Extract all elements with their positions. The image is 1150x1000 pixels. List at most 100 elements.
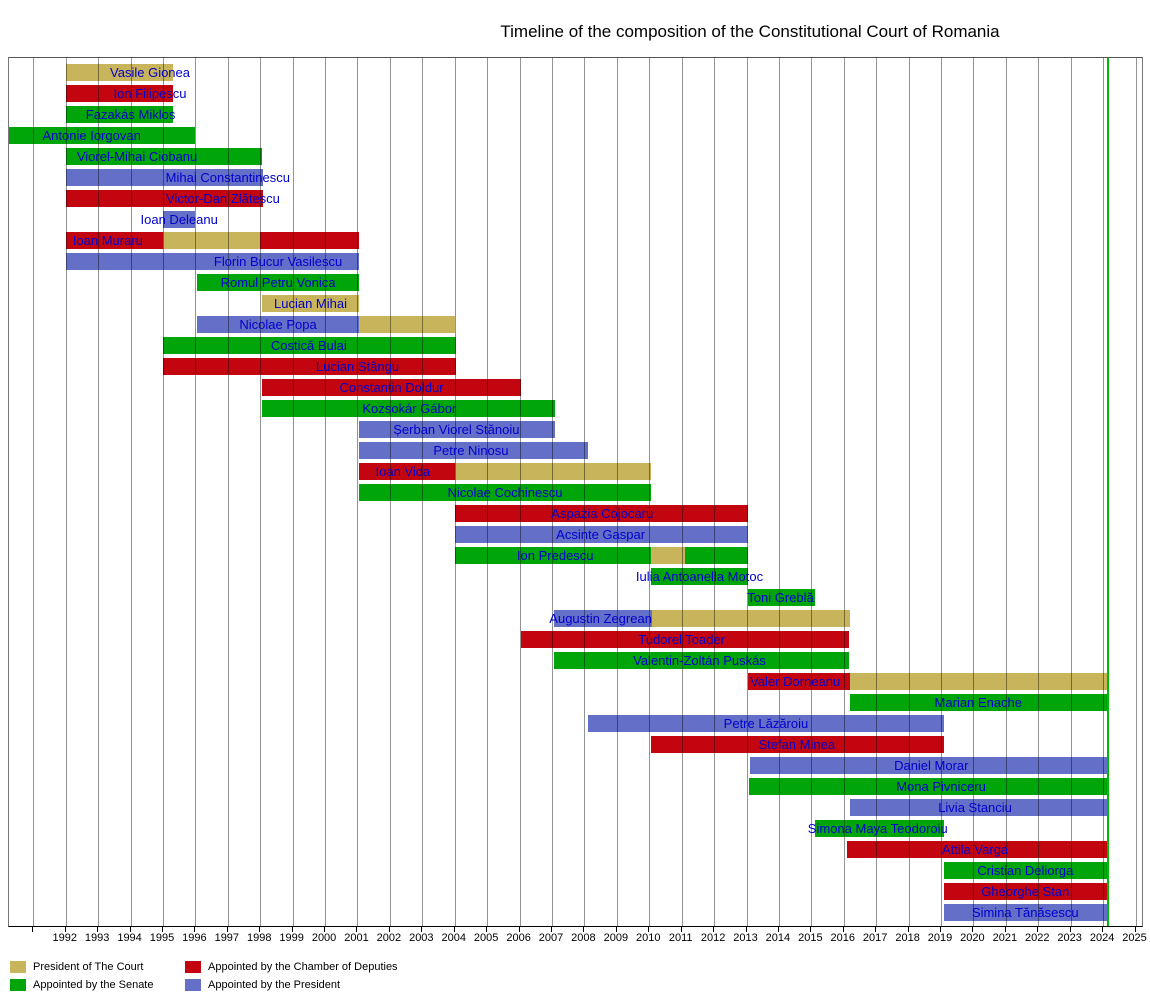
axis-tick bbox=[745, 926, 747, 932]
gridline bbox=[551, 58, 553, 926]
tenure-bar-segment bbox=[454, 547, 651, 564]
tenure-bar-segment bbox=[850, 673, 1107, 690]
tenure-bar-segment bbox=[553, 652, 849, 669]
axis-year-label: 2001 bbox=[344, 932, 369, 944]
judge-name-label: Valentin-Zoltán Puskás bbox=[633, 653, 766, 668]
judge-name-label: Augustin Zegrean bbox=[549, 611, 652, 626]
gridline bbox=[973, 58, 975, 926]
judge-name-label: Ion Predescu bbox=[516, 548, 594, 563]
axis-year-label: 2022 bbox=[1025, 932, 1050, 944]
axis-tick bbox=[972, 926, 974, 932]
judge-name-label: Lucian Mihai bbox=[273, 296, 347, 311]
judge-name-label: Mihai Constantinescu bbox=[165, 170, 290, 185]
today-line bbox=[1106, 58, 1109, 926]
axis-year-label: 2013 bbox=[733, 932, 758, 944]
tenure-bar-segment bbox=[587, 715, 945, 732]
judge-name-label: Vasile Gionea bbox=[110, 65, 191, 80]
judge-name-label: Florin Bucur Vasilescu bbox=[213, 254, 343, 269]
gridline bbox=[422, 58, 424, 926]
axis-year-label: 1999 bbox=[279, 932, 304, 944]
gridline bbox=[811, 58, 813, 926]
legend-swatch bbox=[10, 979, 26, 991]
tenure-bar-segment bbox=[944, 904, 1107, 921]
axis-tick bbox=[842, 926, 844, 932]
axis-year-label: 2023 bbox=[1057, 932, 1082, 944]
axis-tick bbox=[1004, 926, 1006, 932]
axis-tick bbox=[1037, 926, 1039, 932]
axis-tick bbox=[421, 926, 423, 932]
legend-swatch bbox=[10, 961, 26, 973]
judge-name-label: Viorel-Mihai Ciobanu bbox=[76, 149, 198, 164]
gridline bbox=[649, 58, 651, 926]
gridline bbox=[260, 58, 262, 926]
axis-tick bbox=[1069, 926, 1071, 932]
judge-name-label: Ion Filipescu bbox=[113, 86, 187, 101]
axis-tick bbox=[194, 926, 196, 932]
judge-name-label: Ioan Deleanu bbox=[140, 212, 218, 227]
axis-year-label: 2012 bbox=[700, 932, 726, 944]
tenure-bar-segment bbox=[454, 505, 749, 522]
gridline bbox=[454, 58, 456, 926]
tenure-bar-segment bbox=[359, 442, 588, 459]
gridline bbox=[130, 58, 132, 926]
axis-tick bbox=[810, 926, 812, 932]
gridline bbox=[357, 58, 359, 926]
tenure-bar-segment bbox=[65, 253, 360, 270]
judge-name-label: Iulia Antoanella Motoc bbox=[635, 569, 764, 584]
tenure-bar-segment bbox=[162, 211, 196, 228]
tenure-bar-segment bbox=[359, 484, 651, 501]
gridline bbox=[33, 58, 35, 926]
judge-name-label: Petre Lăzăroiu bbox=[723, 716, 809, 731]
judge-name-label: Acsinte Gaspar bbox=[556, 527, 646, 542]
judge-name-label: Livia Stanciu bbox=[938, 800, 1012, 815]
axis-year-label: 2016 bbox=[830, 932, 855, 944]
gridline bbox=[1038, 58, 1040, 926]
tenure-bar-segment bbox=[162, 358, 457, 375]
legend-item: President of The Court bbox=[10, 958, 185, 976]
gridline bbox=[584, 58, 586, 926]
legend-label: Appointed by the President bbox=[208, 979, 341, 991]
tenure-bar-segment bbox=[850, 799, 1107, 816]
judge-name-label: Ioan Vida bbox=[375, 464, 431, 479]
axis-tick bbox=[777, 926, 779, 932]
tenure-bar-segment bbox=[65, 169, 264, 186]
axis-year-label: 2005 bbox=[473, 932, 499, 944]
legend: President of The Court Appointed by the C… bbox=[10, 958, 398, 994]
gridline bbox=[292, 58, 294, 926]
gridline bbox=[162, 58, 164, 926]
tenure-bar-segment bbox=[359, 463, 455, 480]
legend-item: Appointed by the President bbox=[185, 976, 398, 994]
tenure-bar-segment bbox=[162, 232, 260, 249]
axis-tick bbox=[680, 926, 682, 932]
tenure-bar-segment bbox=[197, 316, 360, 333]
axis-tick bbox=[615, 926, 617, 932]
judge-name-label: Toni Greblă bbox=[747, 590, 814, 605]
chart-title: Timeline of the composition of the Const… bbox=[500, 22, 1000, 41]
axis-tick bbox=[583, 926, 585, 932]
tenure-bar-segment bbox=[9, 127, 196, 144]
gridline bbox=[876, 58, 878, 926]
tenure-bar-segment bbox=[197, 274, 360, 291]
axis-year-label: 2019 bbox=[927, 932, 953, 944]
tenure-bar-segment bbox=[454, 526, 749, 543]
judge-name-label: Șerban Viorel Stănoiu bbox=[393, 422, 520, 437]
gridline bbox=[65, 58, 67, 926]
tenure-bar-segment bbox=[261, 379, 522, 396]
axis-year-label: 2025 bbox=[1122, 932, 1147, 944]
axis-year-label: 2009 bbox=[603, 932, 629, 944]
axis-tick bbox=[550, 926, 552, 932]
tenure-bar-segment bbox=[65, 148, 262, 165]
judge-name-label: Mona Pivniceru bbox=[896, 779, 986, 794]
gridline bbox=[195, 58, 197, 926]
legend-item: Appointed by the Senate bbox=[10, 976, 185, 994]
axis-year-label: 2003 bbox=[409, 932, 434, 944]
judge-name-label: Stefan Minea bbox=[758, 737, 836, 752]
axis-tick bbox=[97, 926, 99, 932]
tenure-bar-segment bbox=[259, 232, 360, 249]
plot-area: Vasile Gionea Ion Filipescu Fazakás Miklos… bbox=[8, 57, 1143, 927]
judge-name-label: Constantin Doldur bbox=[339, 380, 444, 395]
legend-item: Appointed by the Chamber of Deputies bbox=[185, 958, 398, 976]
axis-year-label: 2000 bbox=[311, 932, 337, 944]
tenure-bar-segment bbox=[65, 232, 163, 249]
judge-name-label: Daniel Morar bbox=[894, 758, 969, 773]
